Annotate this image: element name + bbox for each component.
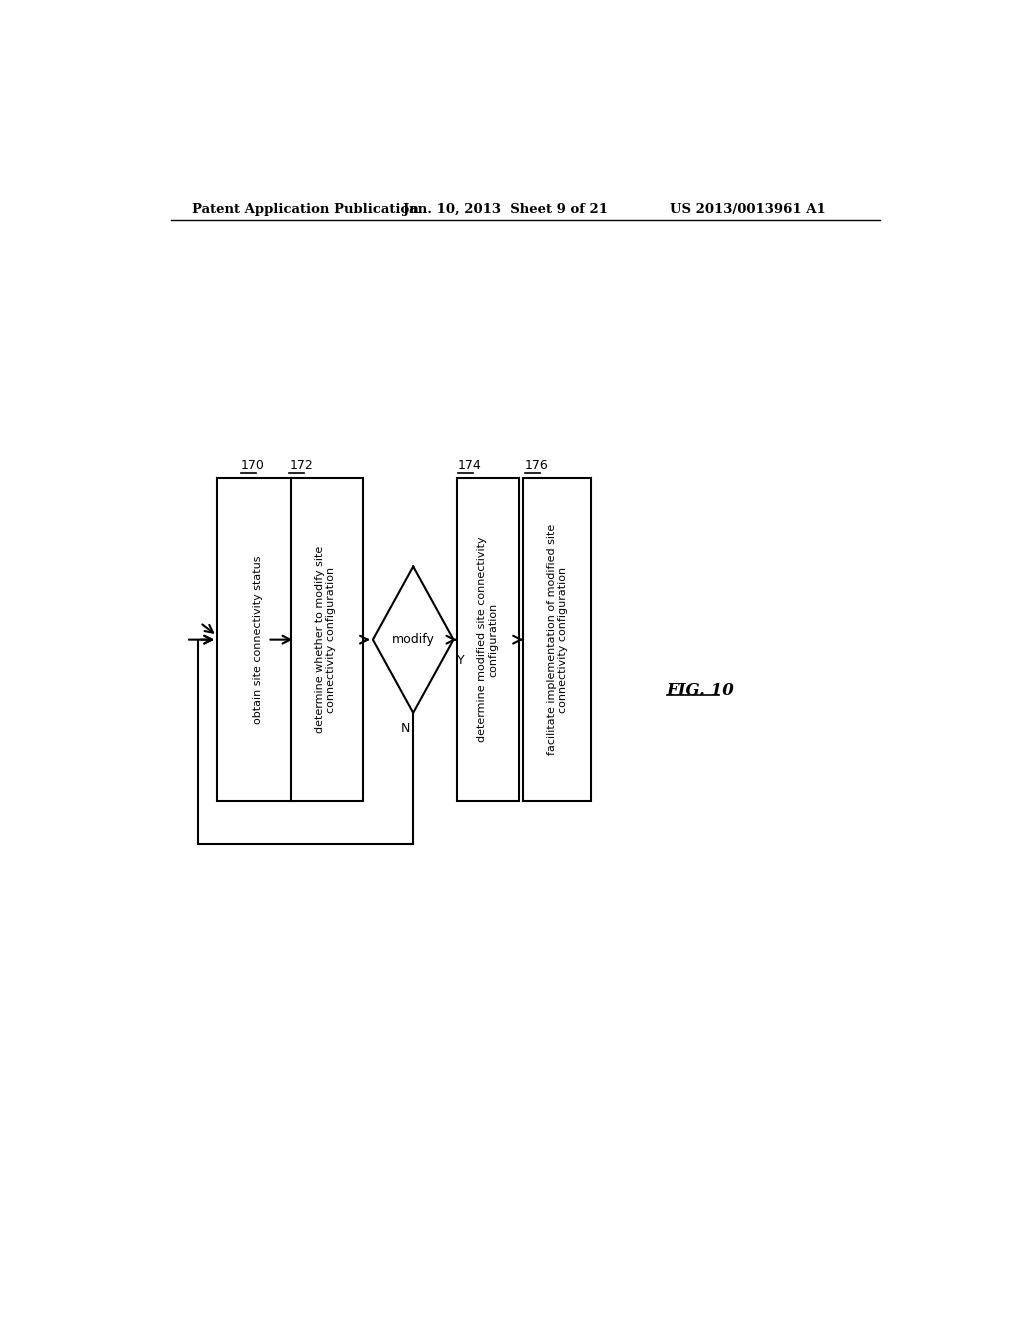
Text: 174: 174 bbox=[458, 459, 482, 471]
Text: determine modified site connectivity
configuration: determine modified site connectivity con… bbox=[477, 537, 499, 742]
Text: Y: Y bbox=[457, 653, 464, 667]
Text: determine whether to modify site
connectivity configuration: determine whether to modify site connect… bbox=[314, 546, 337, 734]
Text: obtain site connectivity status: obtain site connectivity status bbox=[253, 556, 263, 723]
Text: Jan. 10, 2013  Sheet 9 of 21: Jan. 10, 2013 Sheet 9 of 21 bbox=[403, 203, 608, 216]
Bar bbox=[457, 478, 518, 801]
Text: N: N bbox=[400, 722, 411, 735]
Text: facilitate implementation of modified site
connectivity configuration: facilitate implementation of modified si… bbox=[547, 524, 568, 755]
Text: 172: 172 bbox=[289, 459, 313, 471]
Text: Patent Application Publication: Patent Application Publication bbox=[191, 203, 418, 216]
Text: 170: 170 bbox=[241, 459, 265, 471]
Text: 176: 176 bbox=[524, 459, 549, 471]
Text: FIG. 10: FIG. 10 bbox=[667, 682, 734, 700]
Text: modify: modify bbox=[392, 634, 434, 647]
Bar bbox=[523, 478, 592, 801]
Text: US 2013/0013961 A1: US 2013/0013961 A1 bbox=[671, 203, 826, 216]
Bar bbox=[217, 478, 362, 801]
